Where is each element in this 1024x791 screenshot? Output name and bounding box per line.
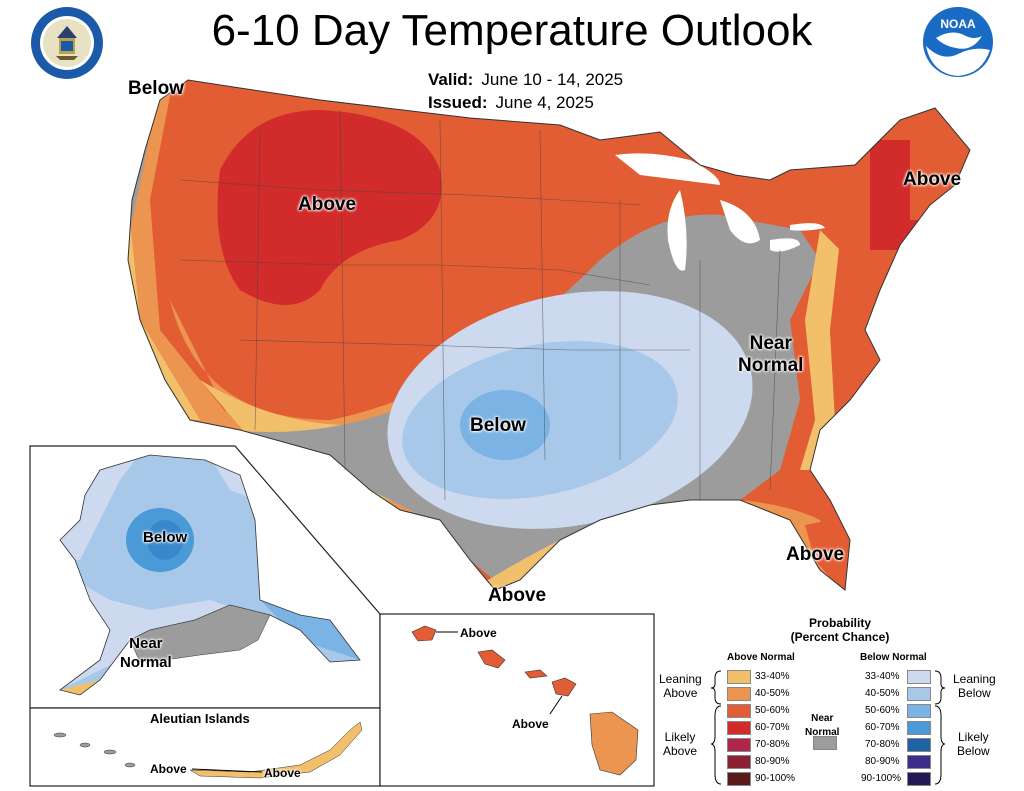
aleutians-title: Aleutian Islands [150, 711, 250, 726]
label-aleutians-a: Above [150, 762, 187, 776]
legend-below-33-40-swatch [907, 670, 931, 684]
issued-date: Issued: June 4, 2025 [428, 93, 594, 112]
label-hawaii-big-island: Above [512, 717, 549, 731]
legend-below-40-50-swatch [907, 687, 931, 701]
label-hawaii-kauai: Above [460, 626, 497, 640]
svg-text:NOAA: NOAA [940, 17, 976, 31]
state-boundaries [179, 109, 781, 501]
legend-above-70-80-swatch [727, 738, 751, 752]
legend-below-60-70: 60-70% [865, 722, 900, 733]
legend-above-90-100-swatch [727, 772, 751, 786]
legend-below-90-100: 90-100% [861, 773, 902, 784]
legend-near-normal-swatch [813, 736, 837, 750]
legend-above-header: Above Normal [727, 652, 795, 663]
legend-below-90-100-swatch [907, 772, 931, 786]
legend-below-50-60-swatch [907, 704, 931, 718]
legend-leaning-below: Leaning Below [953, 672, 996, 700]
legend-above-33-40: 33-40% [755, 671, 790, 682]
legend-above-80-90: 80-90% [755, 756, 790, 767]
label-rockies: Above [298, 194, 357, 215]
label-aleutians-b: Above [264, 766, 301, 780]
legend-below-70-80: 70-80% [865, 739, 900, 750]
page-title: 6-10 Day Temperature Outlook [211, 6, 813, 55]
legend-title: Probability (Percent Chance) [790, 616, 890, 644]
legend-above-50-60-swatch [727, 704, 751, 718]
legend-above-60-70: 60-70% [755, 722, 790, 733]
label-alaska-inland: Below [143, 529, 188, 546]
label-new-england: Above [903, 169, 962, 190]
label-mid-atlantic: Near Normal [738, 333, 804, 376]
legend-above-33-40-swatch [727, 670, 751, 684]
commerce-seal-logo [31, 7, 103, 79]
hawaii-islands [411, 625, 577, 697]
label-florida: Above [786, 544, 845, 565]
legend-above-90-100: 90-100% [755, 773, 796, 784]
legend-below-33-40: 33-40% [865, 671, 900, 682]
aleutian-islands [53, 732, 136, 768]
legend-likely-below: Likely Below [957, 730, 990, 758]
noaa-logo: NOAA [923, 7, 993, 77]
legend-below-header: Below Normal [860, 652, 927, 663]
label-northwest: Below [128, 78, 184, 99]
legend-above-80-90-swatch [727, 755, 751, 769]
legend-below-80-90: 80-90% [865, 756, 900, 767]
legend-above-60-70-swatch [727, 721, 751, 735]
legend-above-40-50: 40-50% [755, 688, 790, 699]
legend-above-50-60: 50-60% [755, 705, 790, 716]
legend-below-70-80-swatch [907, 738, 931, 752]
legend-below-80-90-swatch [907, 755, 931, 769]
legend-below-60-70-swatch [907, 721, 931, 735]
valid-dates: Valid: June 10 - 14, 2025 [428, 70, 624, 89]
legend-below-40-50: 40-50% [865, 688, 900, 699]
label-southern-plains: Below [470, 415, 526, 436]
legend-above-70-80: 70-80% [755, 739, 790, 750]
legend-likely-above: Likely Above [663, 730, 698, 758]
legend-leaning-above: Leaning Above [659, 672, 702, 700]
label-texas-coast: Above [488, 585, 547, 606]
probability-legend: Probability (Percent Chance) Above Norma… [655, 616, 1015, 786]
legend-near-normal: Near Normal [805, 713, 840, 738]
label-alaska-south: Near Normal [120, 635, 172, 671]
legend-below-50-60: 50-60% [865, 705, 900, 716]
legend-above-40-50-swatch [727, 687, 751, 701]
legend-braces [710, 670, 946, 785]
